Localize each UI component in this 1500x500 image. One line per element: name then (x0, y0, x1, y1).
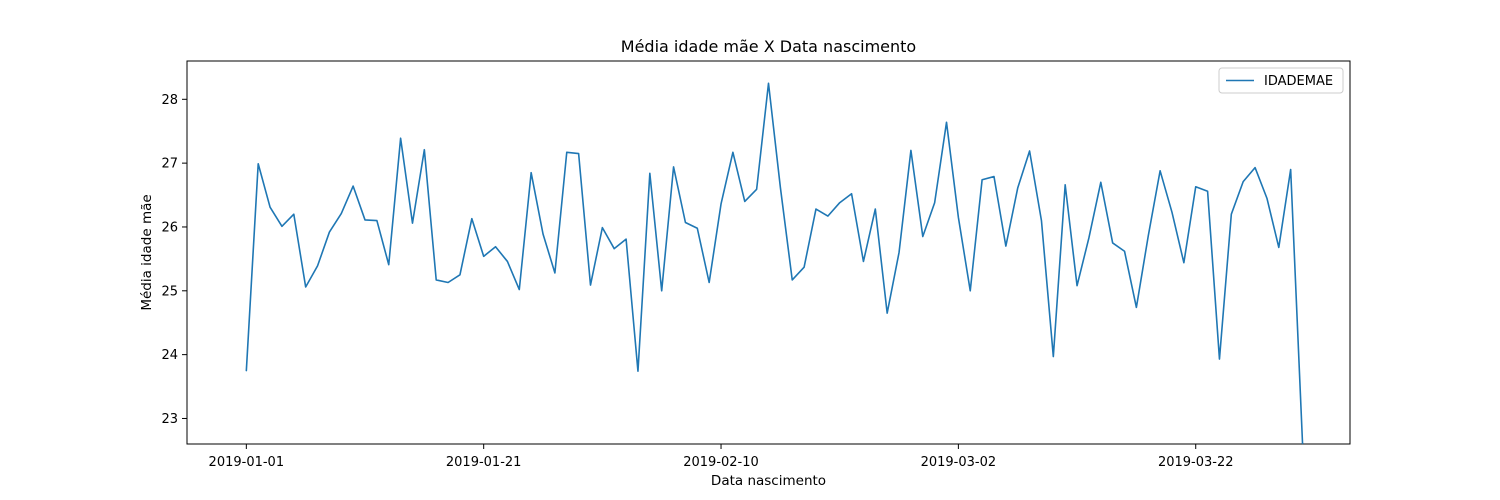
legend: IDADEMAE (1218, 67, 1344, 94)
plot-area (186, 60, 1351, 445)
y-tick-label: 24 (161, 348, 178, 363)
series-line-idademae (245, 82, 1304, 445)
x-tick-label: 2019-01-01 (209, 455, 285, 470)
chart-title: Média idade mãe X Data nascimento (621, 37, 916, 56)
y-tick-label: 27 (161, 157, 178, 172)
x-tick-label: 2019-03-02 (921, 455, 997, 470)
y-tick-label: 23 (161, 412, 178, 427)
y-tick-label: 28 (161, 93, 178, 108)
x-axis: 2019-01-01 2019-01-21 2019-02-10 2019-03-02… (209, 444, 1234, 470)
y-tick-label: 26 (161, 220, 178, 235)
y-axis-label: Média idade mãe (139, 194, 155, 310)
x-axis-label: Data nascimento (711, 473, 826, 489)
y-axis: 23 24 25 26 27 28 (161, 93, 187, 427)
y-tick-label: 25 (161, 284, 178, 299)
x-tick-label: 2019-01-21 (446, 455, 522, 470)
x-tick-label: 2019-03-22 (1158, 455, 1234, 470)
plot-frame (186, 60, 1351, 445)
legend-label-idademae: IDADEMAE (1264, 74, 1333, 89)
x-tick-label: 2019-02-10 (683, 455, 759, 470)
legend-box (1218, 67, 1344, 94)
